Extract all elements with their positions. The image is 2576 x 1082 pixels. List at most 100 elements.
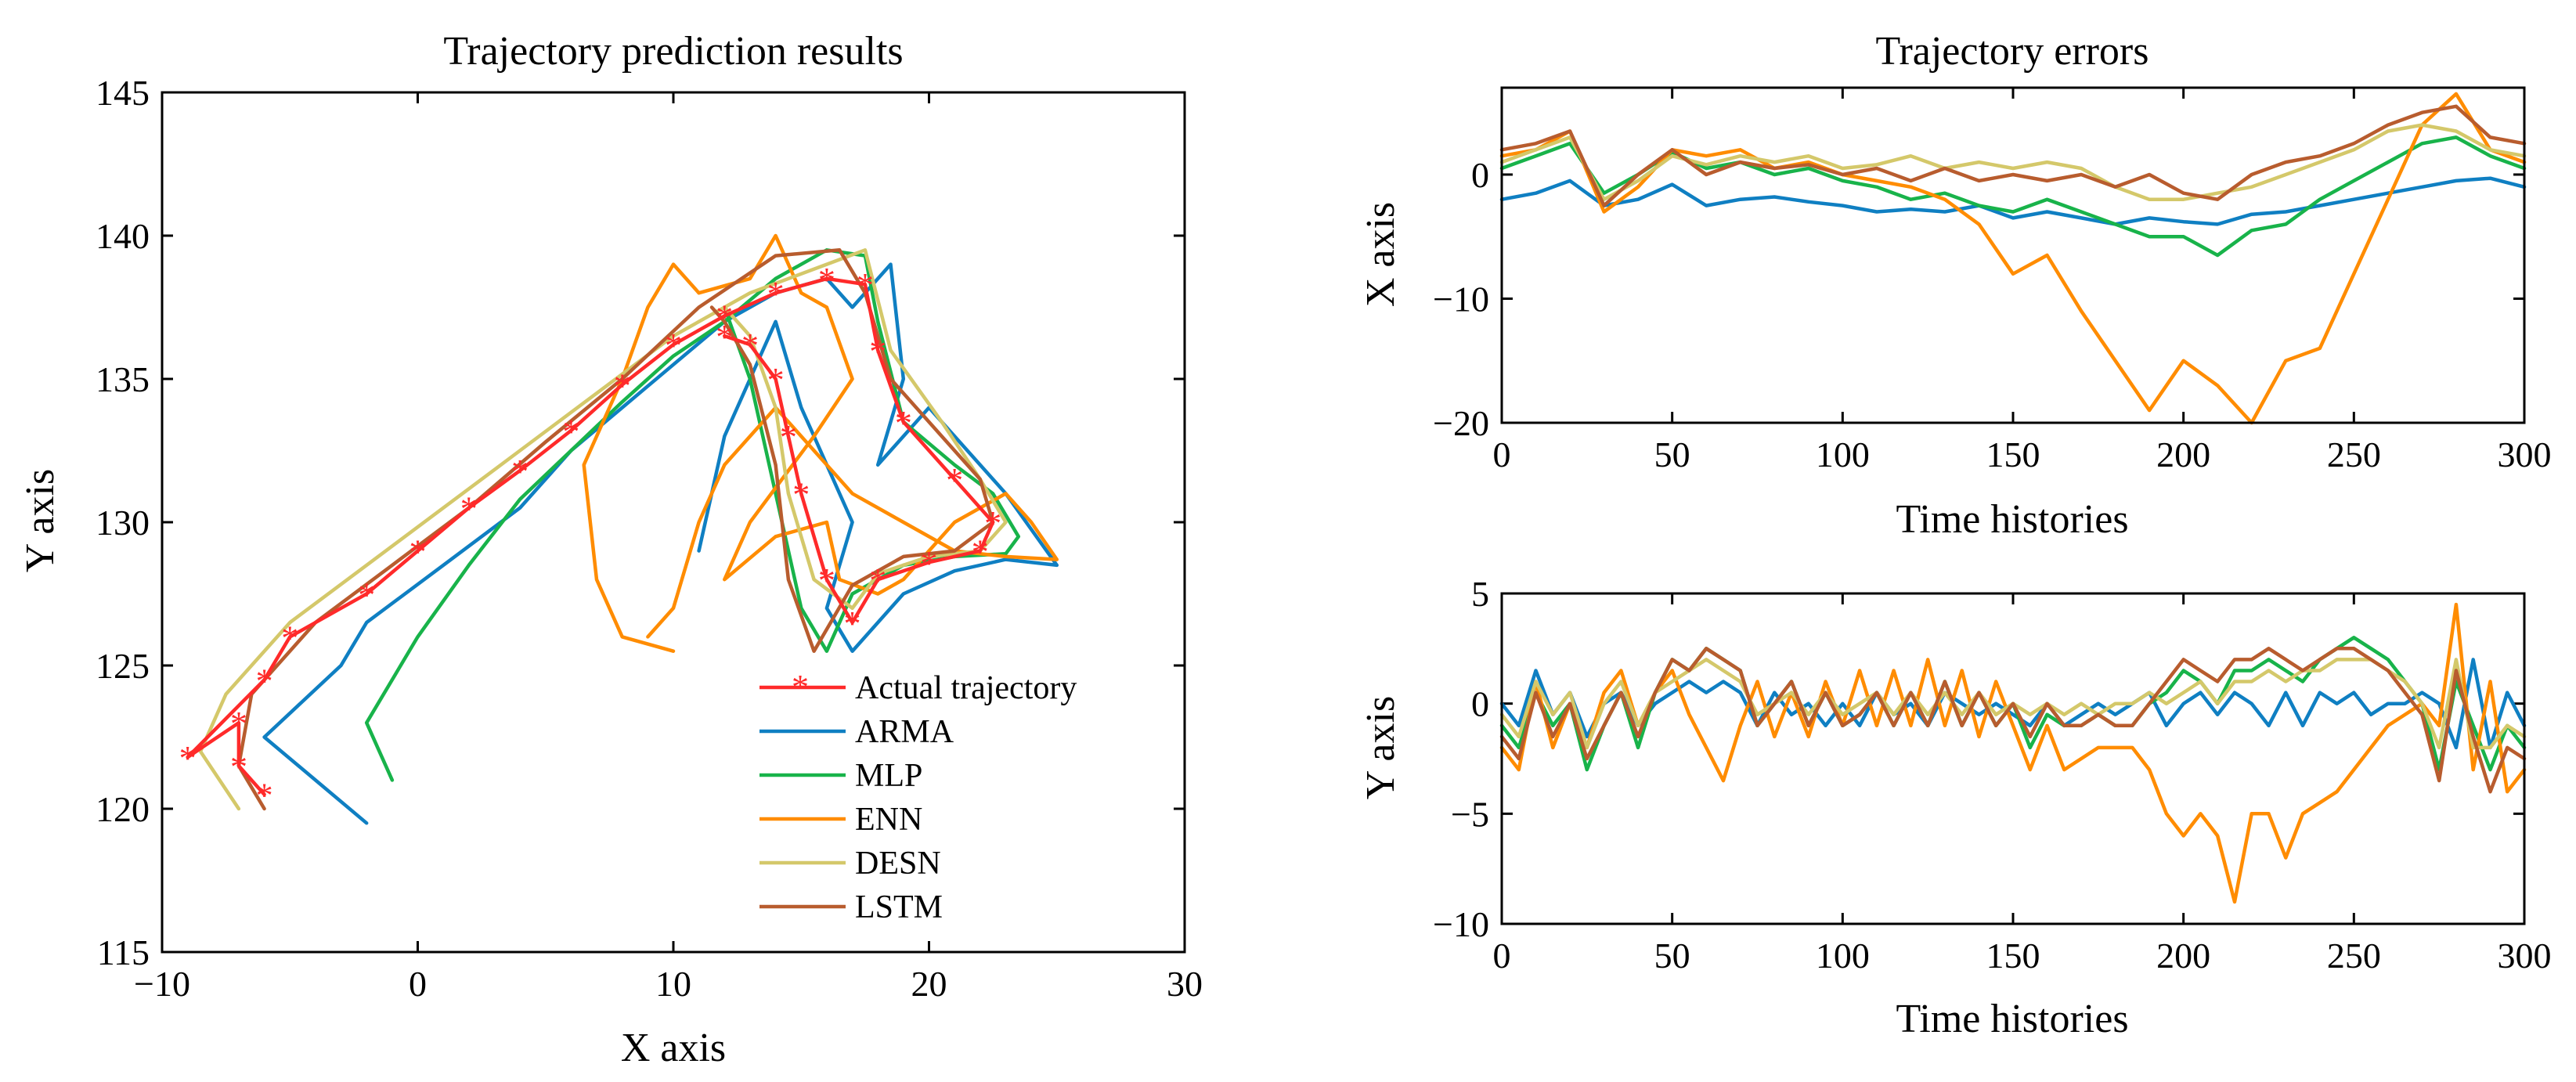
x-error-ticks: 0 50 100 150 200 250 300 −20 −10 0 [1433, 88, 2552, 474]
actual-trajectory-marker: * [767, 361, 785, 399]
x-error-plot: Trajectory errors Time histories X axis … [1358, 29, 2552, 542]
x-tick-label: 300 [2498, 435, 2552, 474]
legend-label-actual: Actual trajectory [855, 670, 1077, 706]
series-line-arma [262, 262, 1059, 825]
x-tick-label: 250 [2327, 435, 2381, 474]
trajectory-y-axis-label: Y axis [18, 469, 63, 572]
trajectory-plot-frame [161, 91, 1186, 954]
x-tick-label: −10 [134, 964, 190, 1004]
legend-item-lstm: LSTM [759, 889, 943, 925]
x-tick-label: 250 [2327, 936, 2381, 976]
legend-item-enn: ENN [759, 802, 922, 838]
x-tick-label: 20 [911, 964, 947, 1004]
x-tick-label: 300 [2498, 936, 2552, 976]
x-error-y-axis-label: X axis [1358, 202, 1403, 307]
legend-label-lstm: LSTM [855, 889, 943, 925]
series-line-desn [198, 248, 1008, 811]
actual-trajectory-marker: * [614, 366, 631, 405]
actual-trajectory-marker: * [869, 332, 886, 370]
series-line-lstm [1499, 104, 2527, 207]
x-tick-label: 10 [655, 964, 691, 1004]
x-error-series [1499, 92, 2527, 425]
actual-trajectory-marker: * [716, 298, 733, 336]
legend-label-arma: ARMA [855, 714, 954, 750]
actual-trajectory-marker: * [409, 533, 427, 572]
actual-trajectory-marker: * [281, 619, 298, 657]
legend-background [748, 662, 1171, 940]
y-error-series [1499, 602, 2527, 904]
x-tick-label: 200 [2156, 936, 2210, 976]
actual-trajectory-marker: * [358, 576, 375, 615]
x-tick-label: 0 [1493, 435, 1511, 474]
actual-trajectory-marker: * [460, 490, 478, 528]
series-line-lstm [1499, 647, 2527, 794]
trajectory-x-axis-label: X axis [621, 1026, 726, 1070]
series-line-enn [1499, 92, 2527, 425]
y-tick-label: 130 [96, 503, 150, 543]
x-error-plot-frame [1500, 86, 2526, 424]
actual-trajectory-marker: * [792, 475, 810, 514]
x-error-x-axis-label: Time histories [1896, 497, 2128, 542]
y-tick-label: −5 [1451, 794, 1489, 834]
x-tick-label: 150 [1986, 936, 2040, 976]
series-line-arma [1499, 658, 2527, 750]
actual-trajectory-marker: * [741, 326, 759, 365]
y-tick-label: 140 [96, 216, 150, 256]
actual-trajectory-marker: * [256, 777, 273, 815]
x-tick-label: 0 [1493, 936, 1511, 976]
series-line-enn [1499, 602, 2527, 904]
x-tick-label: 50 [1654, 435, 1690, 474]
legend-item-desn: DESN [759, 846, 941, 882]
actual-trajectory-marker: * [230, 748, 247, 786]
series-line-enn [582, 233, 1059, 653]
legend-star-icon: * [792, 668, 809, 706]
actual-trajectory-marker: * [972, 533, 989, 572]
actual-trajectory-marker: * [921, 544, 938, 582]
y-error-x-axis-label: Time histories [1896, 997, 2128, 1041]
legend-item-arma: ARMA [759, 714, 954, 750]
x-tick-label: 30 [1167, 964, 1203, 1004]
y-tick-label: −10 [1433, 904, 1489, 944]
y-tick-label: 5 [1471, 574, 1489, 614]
y-tick-label: 115 [97, 932, 150, 972]
legend-label-desn: DESN [855, 846, 941, 882]
series-line-actual-trajectory [186, 276, 995, 796]
actual-trajectory-marker: * [857, 266, 874, 305]
actual-trajectory-marker: * [665, 326, 682, 365]
x-tick-label: 100 [1816, 936, 1870, 976]
x-tick-label: 0 [409, 964, 427, 1004]
actual-trajectory-marker: * [818, 561, 835, 600]
y-error-plot: Time histories Y axis 0 50 100 150 200 250 300… [1358, 574, 2552, 1041]
y-tick-label: 135 [96, 359, 150, 399]
actual-trajectory-marker: * [511, 453, 529, 491]
legend: * Actual trajectory ARMA MLP ENN DESN [748, 662, 1171, 940]
trajectory-series: *************** * *************** [179, 233, 1059, 825]
legend-item-actual-trajectory: * Actual trajectory [759, 668, 1077, 706]
actual-trajectory-marker: * [230, 705, 247, 743]
x-error-plot-title: Trajectory errors [1876, 29, 2149, 74]
y-tick-label: 125 [96, 646, 150, 686]
y-tick-label: 120 [96, 789, 150, 829]
actual-trajectory-marker: * [256, 662, 273, 700]
actual-trajectory-marker: * [767, 275, 785, 313]
legend-label-enn: ENN [855, 802, 922, 838]
series-line-lstm [236, 248, 995, 811]
legend-item-mlp: MLP [759, 758, 922, 794]
y-tick-label: −20 [1433, 403, 1489, 443]
y-error-ticks: 0 50 100 150 200 250 300 −10 −5 0 5 [1433, 574, 2551, 976]
y-error-y-axis-label: Y axis [1358, 696, 1403, 799]
y-tick-label: 145 [96, 73, 150, 113]
x-tick-label: 200 [2156, 435, 2210, 474]
trajectory-plot-title: Trajectory prediction results [443, 29, 903, 74]
series-line-mlp [364, 248, 1021, 782]
actual-trajectory-marker: * [179, 739, 197, 777]
series-line-arma [1499, 176, 2527, 226]
trajectory-plot: Trajectory prediction results X axis Y a… [18, 29, 1203, 1070]
actual-trajectory-marker: * [984, 504, 1001, 543]
actual-trajectory-marker: * [946, 461, 963, 500]
x-tick-label: 50 [1654, 936, 1690, 976]
legend-label-mlp: MLP [855, 758, 922, 794]
trajectory-ticks: −10 0 10 20 30 115 120 125 130 135 140 145 [96, 73, 1203, 1004]
actual-trajectory-marker: * [895, 404, 912, 442]
